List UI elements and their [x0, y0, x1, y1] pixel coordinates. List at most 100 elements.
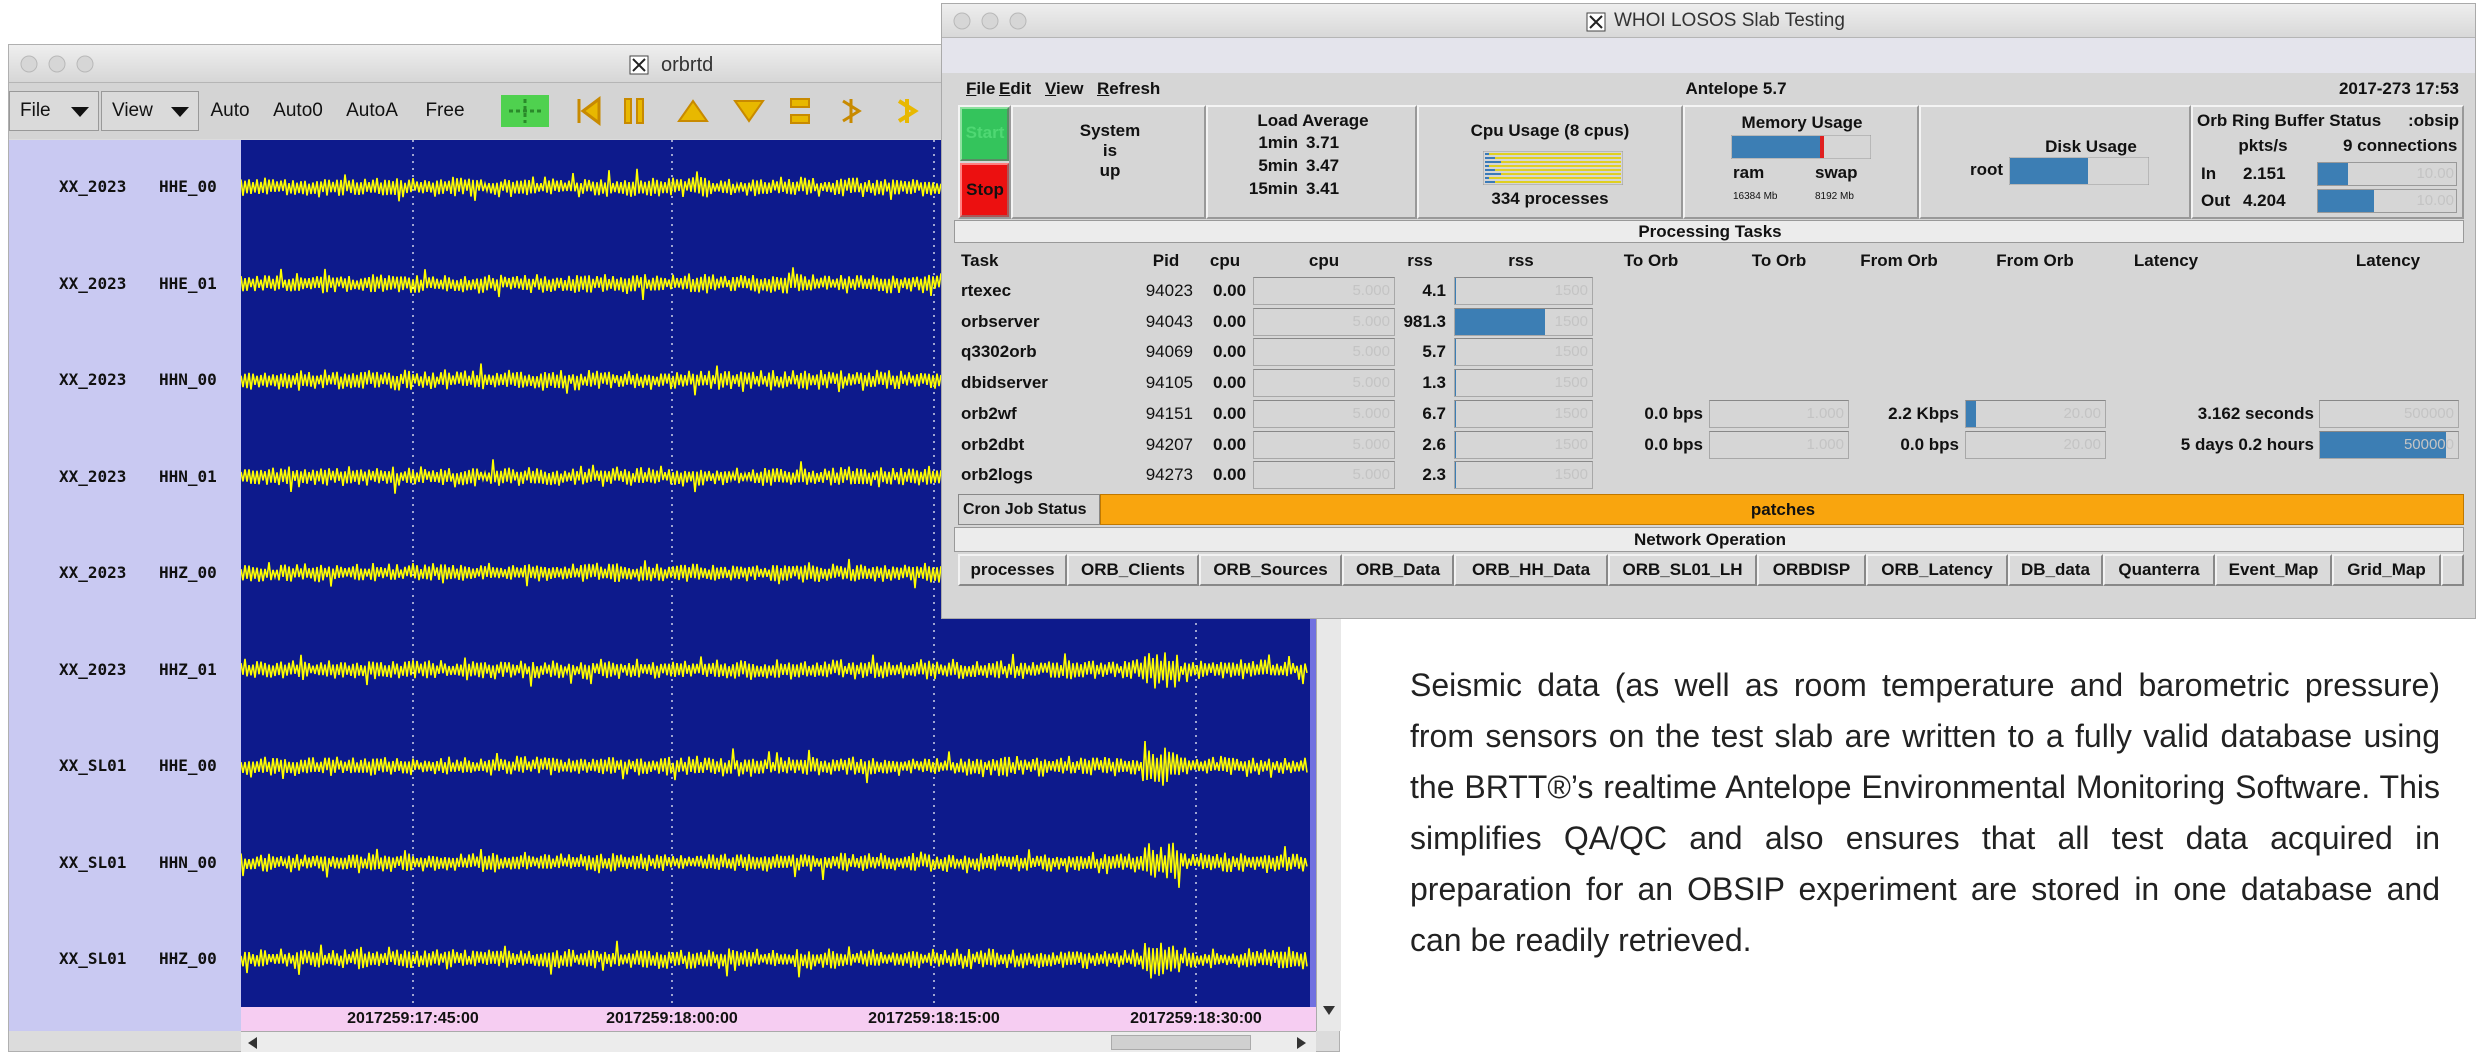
rss-scale: 1500 [1288, 340, 1588, 364]
x11-icon [1586, 12, 1606, 32]
window-controls [17, 52, 107, 76]
arrow [1297, 1037, 1306, 1049]
time-label: 2017259:18:30:00 [1046, 1007, 1346, 1031]
column-header: Task [961, 249, 999, 273]
channel-label: HHN_01 [159, 465, 217, 489]
processing-tasks-title: Processing Tasks [1560, 220, 1860, 244]
icon-zoom-out [899, 99, 915, 123]
icon-stack [791, 99, 809, 123]
station-label: XX_SL01 [59, 851, 126, 875]
time-label: 2017259:18:15:00 [784, 1007, 1084, 1031]
icon-zoom-in [843, 99, 859, 123]
meter: 500000 [2319, 431, 2459, 459]
scroll-arrow [1321, 1002, 1337, 1018]
station-label: XX_2023 [59, 368, 126, 392]
icon-up [679, 101, 707, 121]
channel-label: HHE_00 [159, 175, 217, 199]
cron-label-box: Cron Job Status [958, 494, 1100, 525]
cron-status: patches [1633, 498, 1933, 522]
memory-title: Memory Usage [1652, 111, 1952, 135]
rss-scale: 1500 [1288, 310, 1588, 334]
window-control [77, 56, 93, 72]
cpu-usage: Cpu Usage (8 cpus)334 processes [1417, 105, 1683, 219]
rss-scale: 1500 [1288, 463, 1588, 487]
orb-scale: 10.00 [2154, 162, 2454, 186]
cpu-processes: 334 processes [1400, 187, 1700, 211]
time-axis: 2017259:17:45:002017259:18:00:002017259:… [241, 1007, 1316, 1031]
station-label: XX_2023 [59, 465, 126, 489]
disk-bar-fill [2010, 158, 2088, 184]
time-label: 2017259:17:45:00 [263, 1007, 563, 1031]
orb-scale: 10.00 [2154, 189, 2454, 213]
horizontal-scrollbar[interactable] [241, 1031, 1316, 1052]
cpu-core-bar [1485, 181, 1495, 183]
network-title-bar: Network Operation [954, 527, 2464, 552]
cpu-graph [1483, 151, 1623, 185]
orb-bar: 10.00 [2317, 162, 2457, 186]
load-value: 3.47 [1306, 154, 1339, 178]
channel-label: HHZ_01 [159, 658, 217, 682]
icon-first [579, 99, 599, 123]
cpu-core-bar [1485, 157, 1495, 159]
toolbar-button[interactable]: Free [413, 93, 477, 129]
time-label: 2017259:18:00:00 [522, 1007, 822, 1031]
scroll-thumb[interactable] [1111, 1035, 1251, 1050]
processing-tasks-bar: Processing Tasks [954, 220, 2464, 243]
station-label: XX_2023 [59, 561, 126, 585]
load-average: Load Average1min3.715min3.4715min3.41 [1206, 105, 1417, 219]
disk-bar [2009, 157, 2149, 185]
cpu-core-bar [1485, 173, 1501, 175]
meter: 1500 [1454, 338, 1593, 366]
memory-bar-fill [1732, 136, 1820, 158]
orb-name: :obsip [2159, 109, 2459, 133]
cpu-graph-bg [1483, 151, 1623, 185]
cron-status-bar: patches [1100, 494, 2464, 525]
cpu-core-bar [1485, 177, 1489, 179]
network-button-end [2441, 554, 2464, 586]
x11-icon [629, 55, 649, 75]
menu-item[interactable]: Edit [999, 77, 1031, 101]
window-control [49, 56, 65, 72]
station-label: XX_2023 [59, 175, 126, 199]
station-label: XX_2023 [59, 272, 126, 296]
load-period: 5min [998, 154, 1298, 178]
memory-bar-swap [1820, 136, 1824, 158]
window-control [21, 56, 37, 72]
network-button[interactable]: Grid_Map [2332, 554, 2441, 586]
cpu-core-bar [1485, 165, 1489, 167]
body-top [942, 38, 2475, 73]
station-label: XX_2023 [59, 658, 126, 682]
icon-pause [625, 99, 643, 123]
arrow [1323, 1006, 1335, 1015]
timestamp: 2017-273 17:53 [2159, 77, 2459, 101]
menu-item[interactable]: File [966, 77, 995, 101]
window-control [982, 13, 998, 29]
column-header: Latency [2238, 249, 2476, 273]
load-period: 1min [998, 131, 1298, 155]
meter: 1500 [1454, 369, 1593, 397]
channel-label: HHZ_00 [159, 561, 217, 585]
title-bar: WHOI LOSOS Slab Testing [942, 4, 2475, 38]
scroll-arrow [245, 1035, 261, 1051]
channel-panel: XX_2023HHE_00XX_2023HHE_01XX_2023HHN_00X… [9, 140, 241, 1031]
network-title: Network Operation [1560, 528, 1860, 552]
menu-item[interactable]: View [1045, 77, 1083, 101]
orb-bar: 10.00 [2317, 189, 2457, 213]
meter: 1500 [1454, 277, 1593, 305]
menu-label: File [20, 99, 51, 123]
latency-scale: 500000 [2154, 433, 2454, 457]
window-control [954, 13, 970, 29]
window-controls [950, 9, 1040, 33]
menu-item[interactable]: Refresh [1097, 77, 1160, 101]
latency-scale: 500000 [2154, 402, 2454, 426]
version: Antelope 5.7 [1586, 77, 1886, 101]
rss-scale: 1500 [1288, 279, 1588, 303]
station-label: XX_SL01 [59, 754, 126, 778]
meter: 500000 [2319, 400, 2459, 428]
channel-label: HHZ_00 [159, 947, 217, 971]
arrow [248, 1037, 257, 1049]
window-control [1010, 13, 1026, 29]
description: Seismic data (as well as room temperatur… [1410, 660, 2440, 966]
